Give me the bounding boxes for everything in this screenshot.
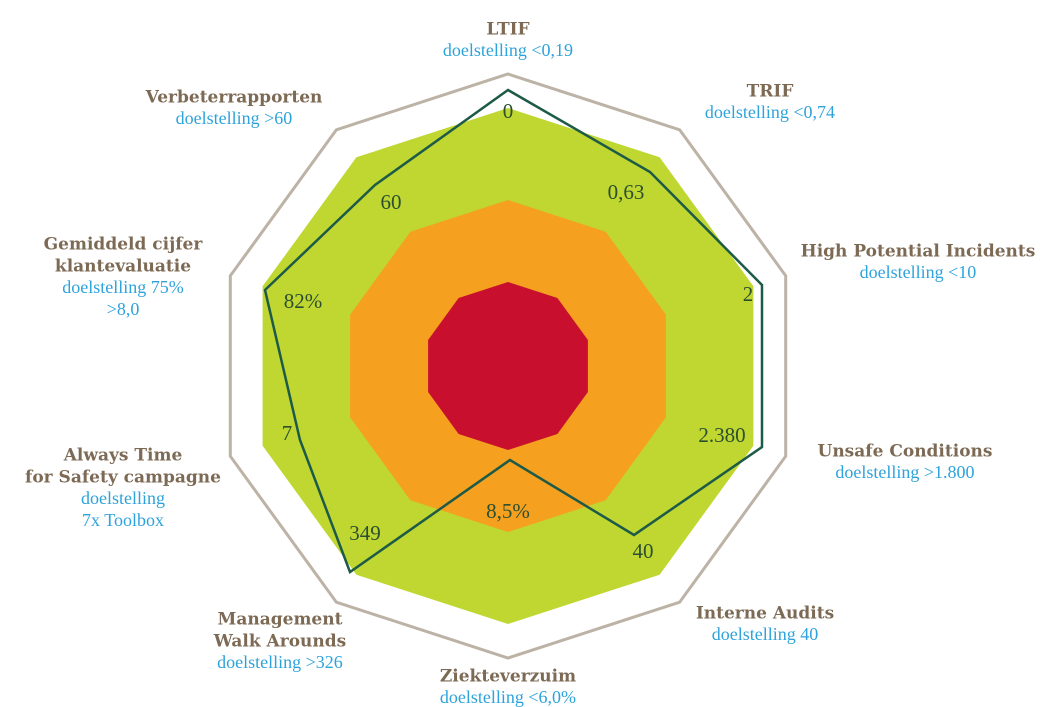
- axis-value: 349: [349, 521, 381, 545]
- axis-target: doelstelling >60: [176, 108, 293, 128]
- axis-value: 40: [633, 539, 654, 563]
- axis-value: 2: [743, 282, 754, 306]
- result-line: [263, 88, 764, 574]
- axis-title: TRIF: [747, 82, 794, 102]
- axis-target: doelstelling 40: [712, 624, 819, 644]
- axis-title: Always Time: [63, 446, 183, 466]
- axis-value: 0: [503, 99, 514, 123]
- axis-title: Interne Audits: [696, 604, 834, 624]
- axis-title: Unsafe Conditions: [818, 442, 993, 462]
- axis-target: doelstelling <10: [860, 262, 977, 282]
- axis-target: doelstelling <0,74: [705, 102, 835, 122]
- axis-title: Management: [218, 610, 343, 630]
- axis-target: >8,0: [107, 299, 140, 319]
- red-zone: [428, 282, 588, 450]
- axis-value: 60: [381, 190, 402, 214]
- axis-target: doelstelling 75%: [62, 277, 183, 297]
- axis-target: doelstelling >326: [217, 652, 343, 672]
- axis-title: Gemiddeld cijfer: [44, 235, 204, 255]
- axis-value: 0,63: [608, 180, 645, 204]
- axis-title: for Safety campagne: [25, 468, 221, 488]
- axis-value: 2.380: [698, 423, 745, 447]
- axis-value: 8,5%: [486, 499, 530, 523]
- axis-title: Ziekteverzuim: [440, 667, 576, 687]
- rings: [228, 72, 788, 660]
- axis-target: doelstelling <0,19: [443, 40, 573, 60]
- axis-title: Verbeterrapporten: [145, 88, 323, 108]
- axis-title: LTIF: [486, 20, 529, 40]
- axis-target: doelstelling <6,0%: [440, 687, 576, 707]
- axis-target: 7x Toolbox: [82, 510, 164, 530]
- axis-value: 82%: [284, 289, 323, 313]
- axis-title: High Potential Incidents: [801, 242, 1036, 262]
- axis-title: Walk Arounds: [213, 632, 346, 652]
- axis-value: 7: [282, 421, 293, 445]
- axis-target: doelstelling: [81, 488, 165, 508]
- axis-title: klantevaluatie: [55, 257, 191, 277]
- axis-target: doelstelling >1.800: [835, 462, 974, 482]
